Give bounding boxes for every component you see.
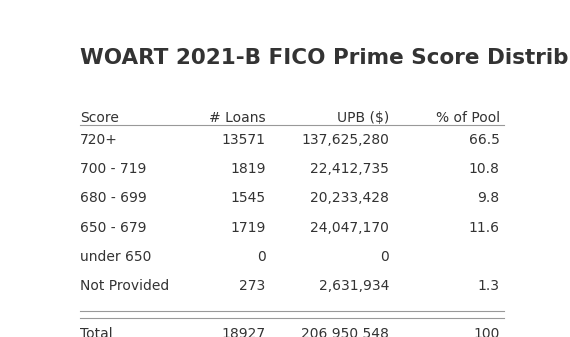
Text: 137,625,280: 137,625,280: [302, 132, 389, 147]
Text: 1545: 1545: [230, 191, 266, 205]
Text: 100: 100: [473, 327, 500, 337]
Text: under 650: under 650: [80, 250, 152, 264]
Text: 13571: 13571: [222, 132, 266, 147]
Text: 0: 0: [381, 250, 389, 264]
Text: Not Provided: Not Provided: [80, 279, 169, 293]
Text: 273: 273: [239, 279, 266, 293]
Text: 0: 0: [257, 250, 266, 264]
Text: 10.8: 10.8: [469, 162, 500, 176]
Text: 206,950,548: 206,950,548: [302, 327, 389, 337]
Text: 18927: 18927: [222, 327, 266, 337]
Text: 1.3: 1.3: [478, 279, 500, 293]
Text: 24,047,170: 24,047,170: [311, 220, 389, 235]
Text: 700 - 719: 700 - 719: [80, 162, 146, 176]
Text: 11.6: 11.6: [469, 220, 500, 235]
Text: WOART 2021-B FICO Prime Score Distribution: WOART 2021-B FICO Prime Score Distributi…: [80, 48, 570, 68]
Text: 2,631,934: 2,631,934: [319, 279, 389, 293]
Text: 650 - 679: 650 - 679: [80, 220, 146, 235]
Text: 22,412,735: 22,412,735: [311, 162, 389, 176]
Text: 1719: 1719: [230, 220, 266, 235]
Text: % of Pool: % of Pool: [435, 111, 500, 124]
Text: 680 - 699: 680 - 699: [80, 191, 147, 205]
Text: 20,233,428: 20,233,428: [311, 191, 389, 205]
Text: Score: Score: [80, 111, 119, 124]
Text: UPB ($): UPB ($): [337, 111, 389, 124]
Text: # Loans: # Loans: [209, 111, 266, 124]
Text: 1819: 1819: [230, 162, 266, 176]
Text: 66.5: 66.5: [469, 132, 500, 147]
Text: 720+: 720+: [80, 132, 118, 147]
Text: Total: Total: [80, 327, 113, 337]
Text: 9.8: 9.8: [478, 191, 500, 205]
